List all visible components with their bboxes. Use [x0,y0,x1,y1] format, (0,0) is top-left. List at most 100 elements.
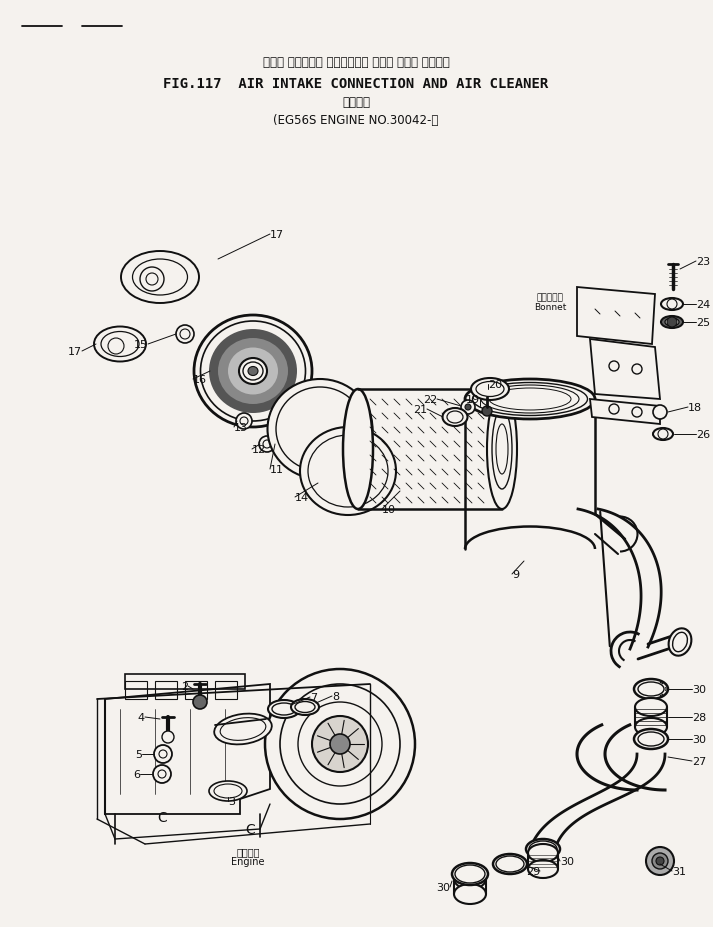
Text: 7: 7 [310,692,317,703]
Polygon shape [590,339,660,400]
Circle shape [465,404,471,411]
Text: 15: 15 [134,339,148,349]
Ellipse shape [291,699,319,716]
Text: 26: 26 [696,429,710,439]
Ellipse shape [267,379,372,479]
Text: FIG.117  AIR INTAKE CONNECTION AND AIR CLEANER: FIG.117 AIR INTAKE CONNECTION AND AIR CL… [163,77,548,91]
Ellipse shape [218,338,288,404]
Ellipse shape [443,409,468,426]
Ellipse shape [665,319,679,326]
Ellipse shape [94,327,146,362]
Text: 31: 31 [672,866,686,876]
Ellipse shape [300,427,396,515]
Text: 5: 5 [135,749,142,759]
Circle shape [330,734,350,755]
Circle shape [259,437,275,452]
Text: ボンネット: ボンネット [537,293,563,302]
Circle shape [461,400,475,414]
Text: エンジン: エンジン [236,846,260,856]
Ellipse shape [528,840,558,858]
Text: 30: 30 [436,883,450,892]
Text: C: C [245,822,255,836]
Text: 14: 14 [295,492,309,502]
Ellipse shape [635,698,667,717]
Bar [215,681,237,699]
Text: 23: 23 [696,257,710,267]
Ellipse shape [471,378,509,400]
Bar [155,681,177,699]
Text: 11: 11 [270,464,284,475]
Circle shape [646,847,674,875]
Ellipse shape [528,844,558,862]
Circle shape [153,765,171,783]
Polygon shape [590,400,660,425]
Ellipse shape [661,298,683,311]
Circle shape [265,669,415,819]
Ellipse shape [121,252,199,304]
Ellipse shape [268,700,300,718]
Ellipse shape [526,839,560,859]
Ellipse shape [454,870,486,889]
Ellipse shape [209,781,247,801]
Ellipse shape [454,884,486,904]
Circle shape [652,853,668,870]
Text: Bonnet: Bonnet [534,303,566,312]
Ellipse shape [661,317,683,329]
Text: 22: 22 [423,395,437,404]
Text: 27: 27 [692,756,707,767]
Ellipse shape [487,389,517,510]
Text: 24: 24 [696,299,710,310]
Ellipse shape [239,359,267,385]
Text: 30: 30 [692,684,706,694]
Ellipse shape [634,679,668,699]
Circle shape [632,364,642,375]
Text: 6: 6 [133,769,140,780]
Ellipse shape [248,367,258,376]
Text: 8: 8 [332,692,339,701]
Circle shape [656,857,664,865]
Text: 18: 18 [688,402,702,413]
Text: 17: 17 [68,347,82,357]
Text: 13: 13 [234,423,248,433]
Polygon shape [105,684,270,814]
Circle shape [140,268,164,292]
Ellipse shape [343,389,373,510]
Text: 21: 21 [413,404,427,414]
Ellipse shape [194,316,312,427]
Text: 16: 16 [193,375,207,385]
Bar [125,674,245,690]
Text: 30: 30 [692,734,706,744]
Ellipse shape [528,860,558,878]
Ellipse shape [669,629,692,656]
Text: (EG56S ENGINE NO.30042-）: (EG56S ENGINE NO.30042-） [273,114,438,127]
Circle shape [482,407,492,416]
Text: 29: 29 [525,866,540,876]
Ellipse shape [634,730,668,749]
Bar [185,681,207,699]
Ellipse shape [228,349,278,395]
Text: 20: 20 [488,379,502,389]
Text: 2: 2 [181,681,188,692]
Circle shape [236,413,252,429]
Circle shape [154,745,172,763]
Ellipse shape [465,379,595,420]
Text: 3: 3 [228,796,235,806]
Circle shape [632,408,642,417]
Polygon shape [577,287,655,345]
Text: 9: 9 [512,569,519,579]
Circle shape [312,717,368,772]
Text: 28: 28 [692,712,707,722]
Circle shape [176,325,194,344]
Circle shape [667,318,677,327]
Ellipse shape [214,714,272,744]
Circle shape [609,362,619,372]
Circle shape [609,404,619,414]
Ellipse shape [493,854,527,874]
Circle shape [162,731,174,743]
Text: 17: 17 [270,230,284,240]
Text: 10: 10 [382,504,396,514]
Circle shape [653,405,667,420]
Text: 適用号機: 適用号機 [342,96,370,109]
Text: エアー インテーク コネクション および エアー クリーナ: エアー インテーク コネクション および エアー クリーナ [262,57,449,70]
Text: 30: 30 [560,856,574,866]
